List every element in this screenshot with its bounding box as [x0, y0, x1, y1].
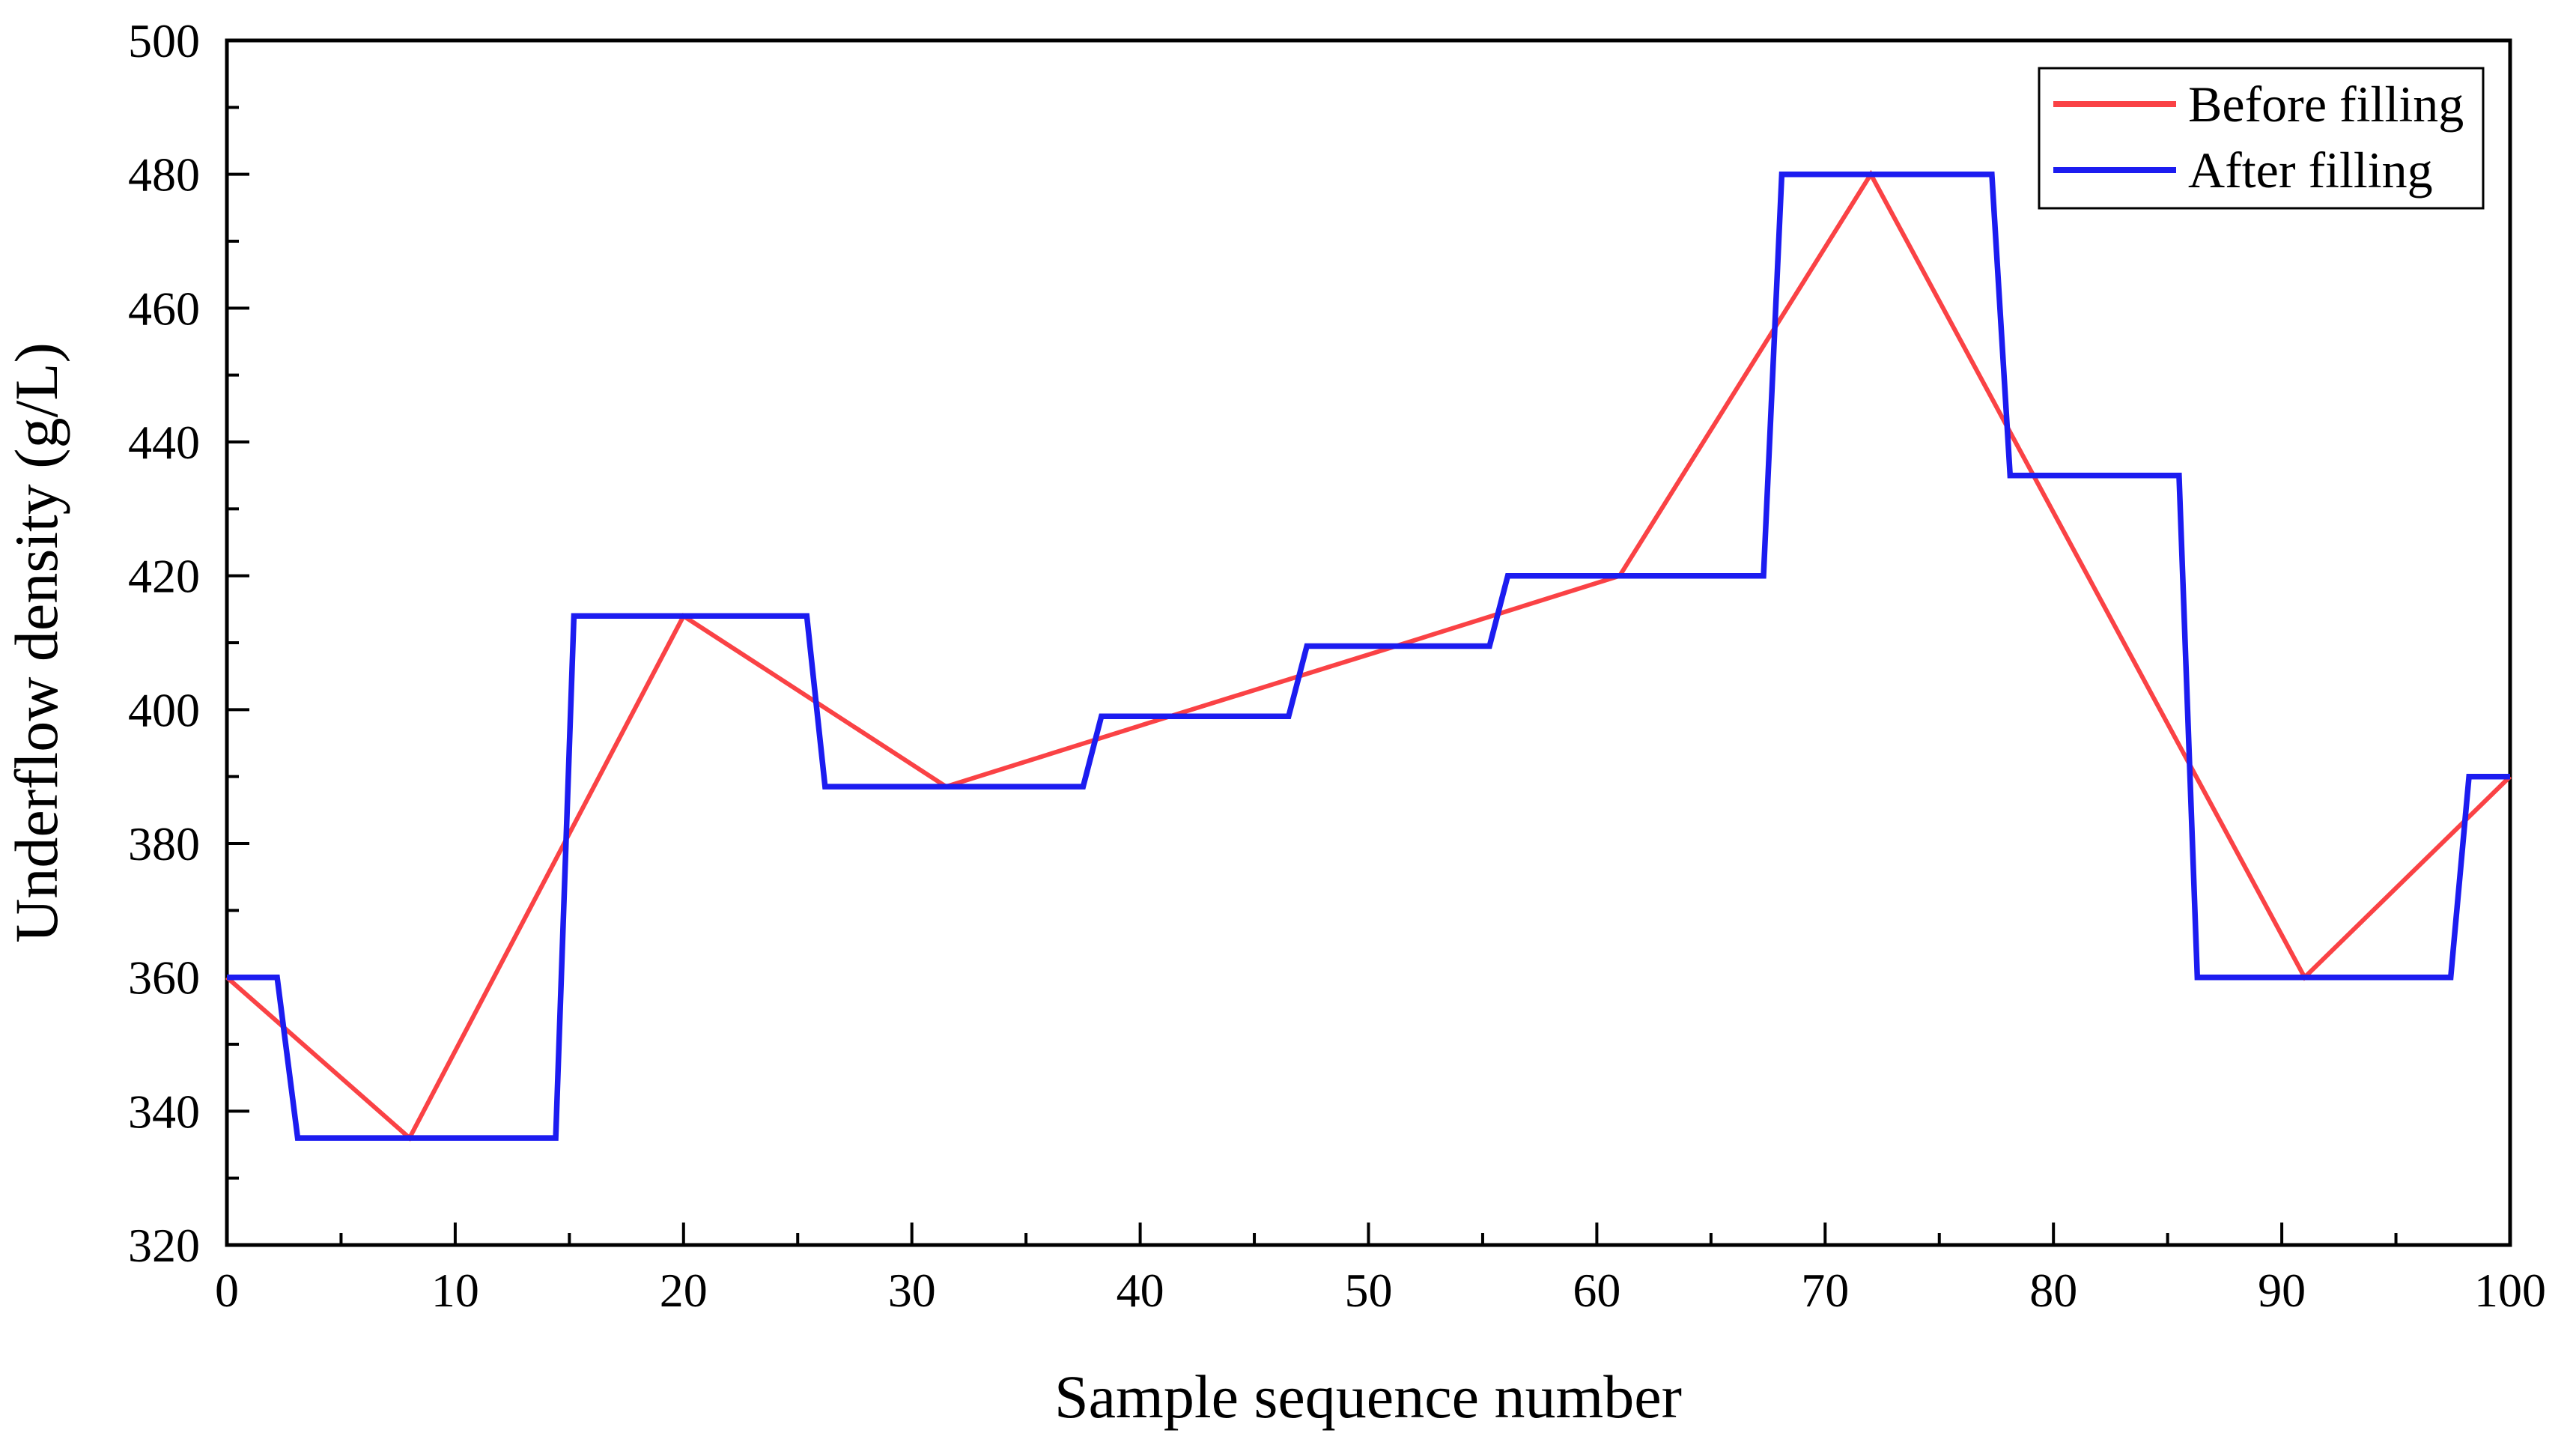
y-tick-label: 380 — [128, 817, 200, 870]
y-tick-label: 500 — [128, 14, 200, 67]
x-tick-label: 90 — [2258, 1264, 2306, 1317]
y-tick-label: 420 — [128, 550, 200, 603]
axis-tick-labels: 0 10 20 30 40 50 60 70 80 90 100 320 340 360 380 400 420… — [128, 14, 2546, 1317]
x-axis-title: Sample sequence number — [1054, 1363, 1682, 1431]
y-tick-label: 480 — [128, 148, 200, 202]
data-series — [225, 169, 2512, 1142]
y-tick-label: 440 — [128, 416, 200, 469]
series-line-before-filling — [225, 169, 2512, 1142]
x-tick-label: 80 — [2029, 1264, 2077, 1317]
legend: Before filling After filling — [2038, 67, 2485, 210]
legend-label: Before filling — [2188, 76, 2464, 133]
legend-box — [2038, 67, 2485, 210]
legend-label: After filling — [2188, 142, 2433, 199]
y-axis-title: Underflow density (g/L) — [2, 342, 70, 943]
y-tick-label: 360 — [128, 951, 200, 1005]
x-tick-label: 30 — [888, 1264, 936, 1317]
y-tick-label: 400 — [128, 683, 200, 736]
axis-ticks — [225, 39, 2512, 1246]
y-tick-label: 340 — [128, 1085, 200, 1138]
y-tick-label: 460 — [128, 282, 200, 335]
x-tick-label: 100 — [2474, 1264, 2546, 1317]
x-tick-label: 60 — [1573, 1264, 1620, 1317]
x-tick-label: 10 — [431, 1264, 479, 1317]
x-tick-label: 0 — [215, 1264, 239, 1317]
y-tick-label: 320 — [128, 1219, 200, 1272]
x-tick-label: 50 — [1345, 1264, 1393, 1317]
x-tick-label: 20 — [660, 1264, 708, 1317]
plot-area-border — [225, 38, 2512, 1247]
x-tick-label: 70 — [1801, 1264, 1849, 1317]
x-tick-label: 40 — [1117, 1264, 1164, 1317]
series-line-after-filling — [227, 171, 2510, 1141]
